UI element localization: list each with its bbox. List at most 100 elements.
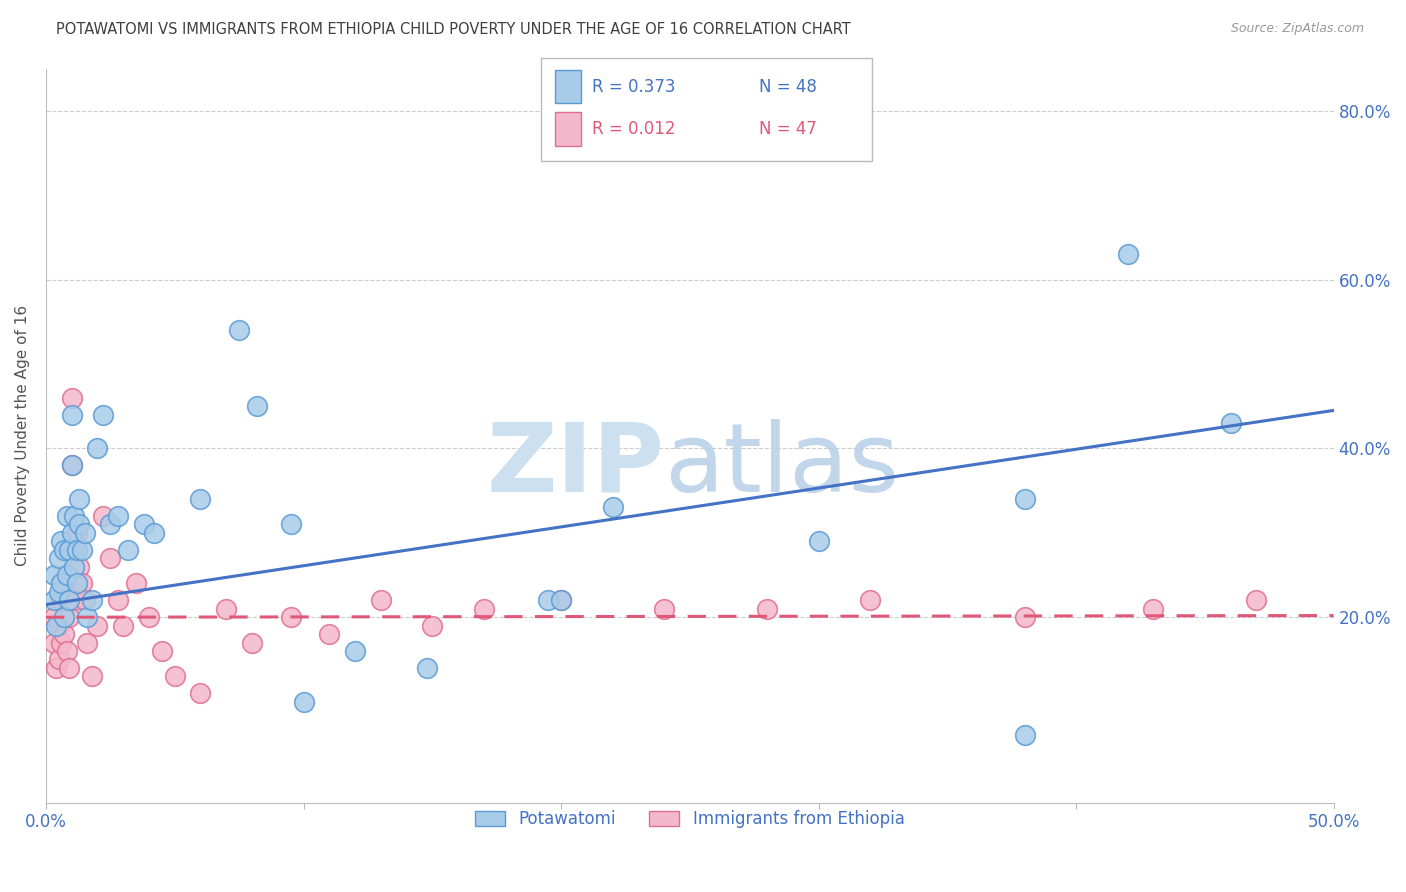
Point [143,525,166,540]
Point [86,442,108,456]
Point [55,593,77,607]
Point [86,618,108,632]
Point [859,593,882,607]
Point [58,661,80,675]
Point [48,551,70,566]
Point [69,517,91,532]
Point [53,610,76,624]
Point [76,635,98,649]
Point [73,593,96,607]
Point [112,618,135,632]
Point [1014,728,1036,742]
Point [215,602,238,616]
Text: POTAWATOMI VS IMMIGRANTS FROM ETHIOPIA CHILD POVERTY UNDER THE AGE OF 16 CORRELA: POTAWATOMI VS IMMIGRANTS FROM ETHIOPIA C… [56,22,851,37]
Point [69,491,91,506]
Point [280,610,302,624]
Point [60,525,83,540]
Point [42,568,65,582]
Point [370,593,392,607]
Point [66,525,89,540]
Point [602,500,624,515]
Point [58,542,80,557]
Point [76,610,98,624]
Text: R = 0.012: R = 0.012 [592,120,675,138]
Point [51,593,73,607]
Point [280,517,302,532]
Point [60,458,83,473]
Point [55,568,77,582]
Text: Source: ZipAtlas.com: Source: ZipAtlas.com [1230,22,1364,36]
Point [107,508,129,523]
Point [246,399,269,413]
Point [66,576,89,591]
Point [63,508,86,523]
Point [125,576,148,591]
Point [53,627,76,641]
Point [70,576,93,591]
Point [1014,491,1036,506]
Point [66,542,89,557]
Point [60,408,83,422]
Point [807,534,830,549]
Point [48,585,70,599]
Point [51,576,73,591]
Point [240,635,263,649]
Point [91,408,114,422]
Point [1014,610,1036,624]
Point [550,593,572,607]
Point [343,644,366,658]
Point [163,669,186,683]
Point [42,635,65,649]
Point [1219,416,1241,430]
Point [416,661,439,675]
Point [537,593,560,607]
Point [60,391,83,405]
Point [42,593,65,607]
Y-axis label: Child Poverty Under the Age of 16: Child Poverty Under the Age of 16 [15,305,30,566]
Point [1246,593,1268,607]
Point [420,618,443,632]
Text: R = 0.373: R = 0.373 [592,78,675,95]
Text: ZIP: ZIP [486,418,664,512]
Point [91,508,114,523]
Point [117,542,139,557]
Point [82,593,104,607]
Point [550,593,572,607]
Point [70,542,93,557]
Point [45,618,67,632]
Point [42,610,65,624]
Point [190,491,212,506]
Point [98,517,121,532]
Point [132,517,155,532]
Point [82,669,104,683]
Point [60,458,83,473]
Point [51,635,73,649]
Point [58,610,80,624]
Point [1142,602,1164,616]
Point [472,602,495,616]
Text: N = 47: N = 47 [759,120,817,138]
Point [318,627,340,641]
Point [98,551,121,566]
Point [73,525,96,540]
Point [48,618,70,632]
Point [58,593,80,607]
Point [150,644,173,658]
Point [756,602,779,616]
Point [292,695,315,709]
Point [48,652,70,666]
Point [45,661,67,675]
Point [190,686,212,700]
Point [63,542,86,557]
Text: N = 48: N = 48 [759,78,817,95]
Point [63,559,86,574]
Point [652,602,675,616]
Point [228,323,250,337]
Point [138,610,160,624]
Point [53,542,76,557]
Point [107,593,129,607]
Point [63,593,86,607]
Point [55,508,77,523]
Point [53,585,76,599]
Legend: Potawatomi, Immigrants from Ethiopia: Potawatomi, Immigrants from Ethiopia [468,804,911,835]
